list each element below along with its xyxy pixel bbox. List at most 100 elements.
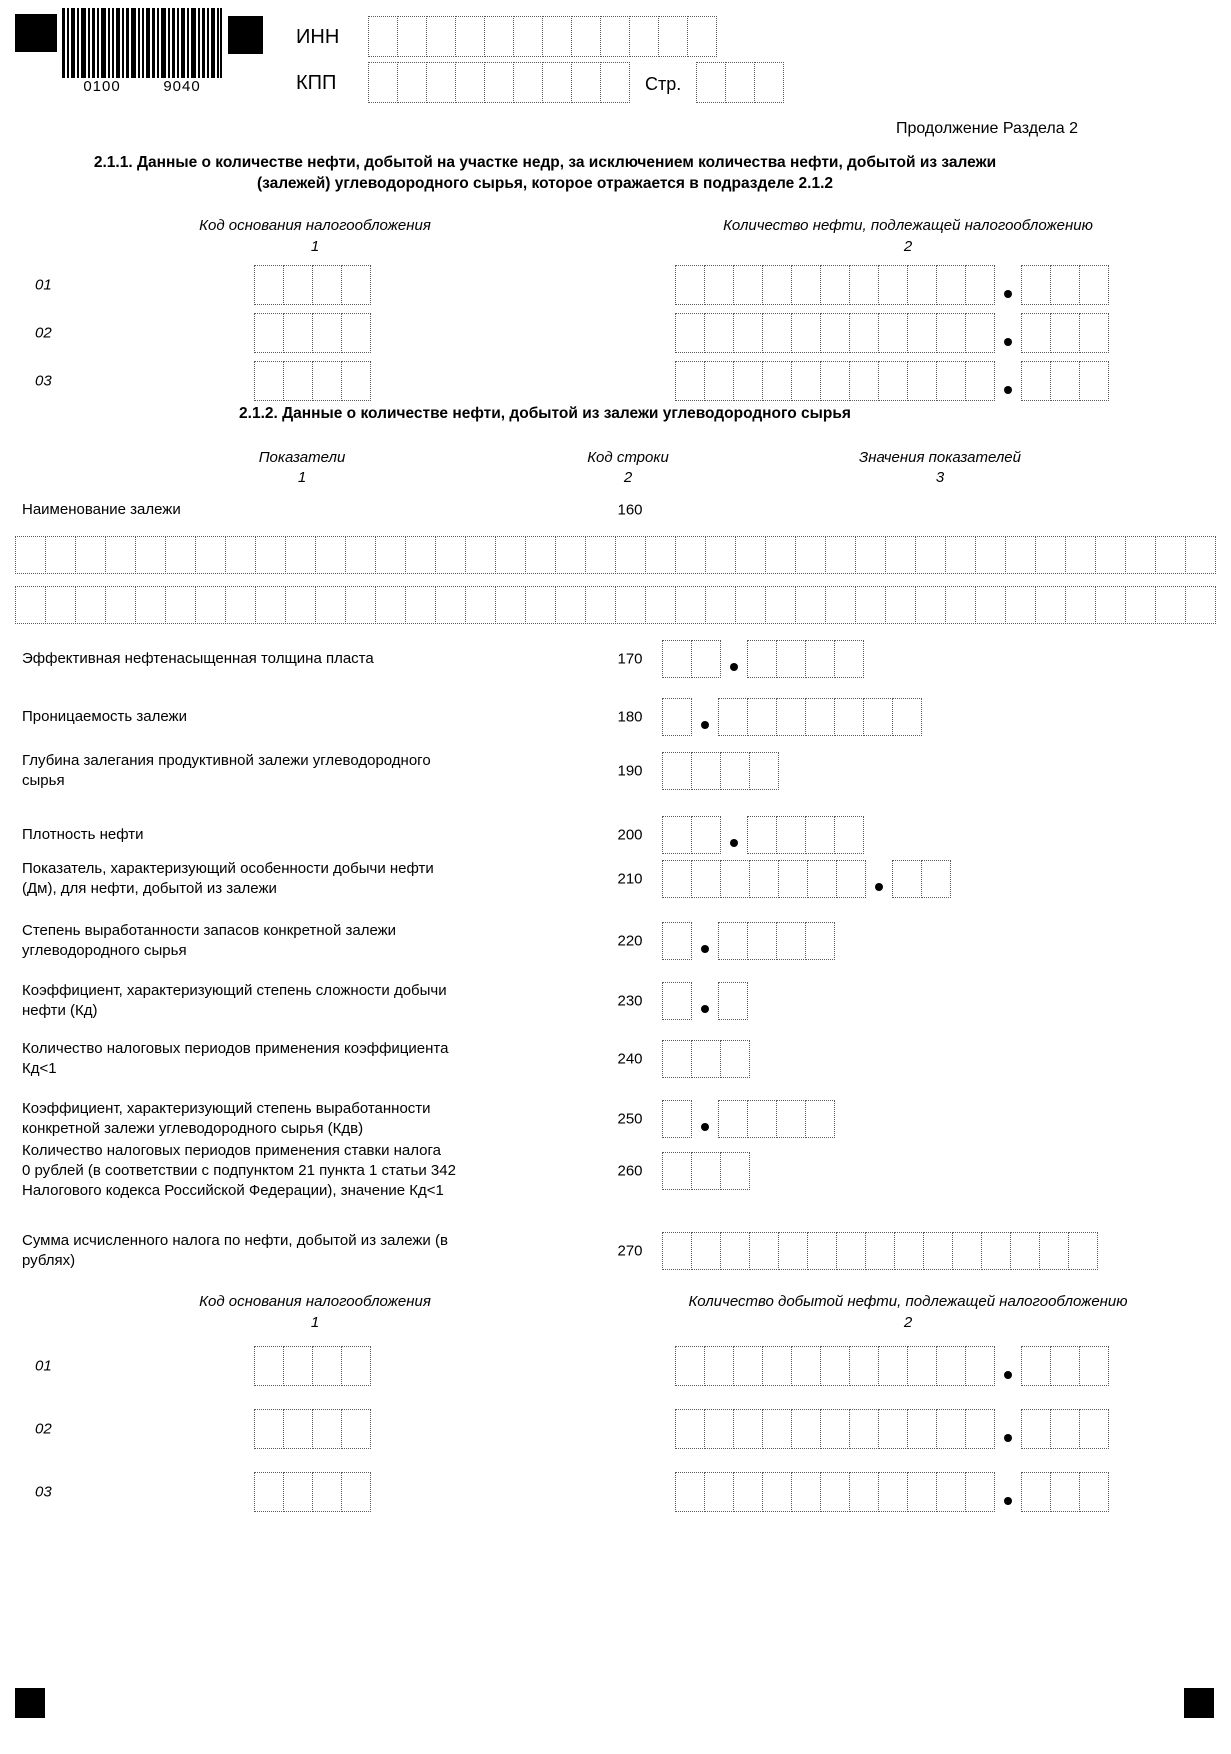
character-cell[interactable] (312, 361, 342, 401)
character-cell[interactable] (807, 1232, 837, 1270)
character-cell[interactable] (1035, 536, 1066, 574)
oil-density-field[interactable] (662, 816, 864, 854)
character-cell[interactable] (718, 1100, 748, 1138)
character-cell[interactable] (312, 1346, 342, 1386)
character-cell[interactable] (1155, 536, 1186, 574)
character-cell[interactable] (465, 536, 496, 574)
character-cell[interactable] (571, 62, 601, 103)
character-cell[interactable] (1065, 536, 1096, 574)
character-cell[interactable] (907, 265, 937, 305)
character-cell[interactable] (805, 1100, 835, 1138)
character-cell[interactable] (849, 361, 879, 401)
character-cell[interactable] (662, 922, 692, 960)
character-cell[interactable] (254, 1472, 284, 1512)
character-cell[interactable] (747, 922, 777, 960)
character-cell[interactable] (704, 1472, 734, 1512)
character-cell[interactable] (907, 1346, 937, 1386)
character-cell[interactable] (691, 1040, 721, 1078)
character-cell[interactable] (725, 62, 755, 103)
character-cell[interactable] (45, 586, 76, 624)
character-cell[interactable] (405, 586, 436, 624)
character-cell[interactable] (735, 586, 766, 624)
kdv-coefficient-field[interactable] (662, 1100, 835, 1138)
dm-indicator-field[interactable] (662, 860, 951, 898)
character-cell[interactable] (915, 586, 946, 624)
character-cell[interactable] (975, 586, 1006, 624)
character-cell[interactable] (907, 1472, 937, 1512)
character-cell[interactable] (1050, 313, 1080, 353)
character-cell[interactable] (878, 361, 908, 401)
character-cell[interactable] (397, 16, 427, 57)
character-cell[interactable] (921, 860, 951, 898)
character-cell[interactable] (878, 1346, 908, 1386)
character-cell[interactable] (936, 1346, 966, 1386)
character-cell[interactable] (907, 313, 937, 353)
character-cell[interactable] (662, 640, 692, 678)
character-cell[interactable] (345, 536, 376, 574)
character-cell[interactable] (1095, 536, 1126, 574)
tax-basis-code-field[interactable] (254, 1472, 371, 1512)
character-cell[interactable] (885, 536, 916, 574)
character-cell[interactable] (405, 536, 436, 574)
character-cell[interactable] (820, 313, 850, 353)
character-cell[interactable] (965, 265, 995, 305)
character-cell[interactable] (1068, 1232, 1098, 1270)
character-cell[interactable] (345, 586, 376, 624)
character-cell[interactable] (1065, 586, 1096, 624)
character-cell[interactable] (704, 313, 734, 353)
character-cell[interactable] (254, 361, 284, 401)
character-cell[interactable] (341, 1472, 371, 1512)
character-cell[interactable] (747, 816, 777, 854)
character-cell[interactable] (849, 1472, 879, 1512)
character-cell[interactable] (662, 816, 692, 854)
character-cell[interactable] (762, 1409, 792, 1449)
kd-coefficient-field[interactable] (662, 982, 748, 1020)
character-cell[interactable] (525, 536, 556, 574)
kpp-field[interactable] (368, 62, 630, 103)
character-cell[interactable] (981, 1232, 1011, 1270)
character-cell[interactable] (691, 860, 721, 898)
character-cell[interactable] (662, 1100, 692, 1138)
character-cell[interactable] (776, 922, 806, 960)
character-cell[interactable] (312, 1472, 342, 1512)
character-cell[interactable] (691, 816, 721, 854)
character-cell[interactable] (936, 1409, 966, 1449)
character-cell[interactable] (315, 536, 346, 574)
character-cell[interactable] (615, 536, 646, 574)
character-cell[interactable] (675, 313, 705, 353)
character-cell[interactable] (465, 586, 496, 624)
character-cell[interactable] (368, 16, 398, 57)
character-cell[interactable] (341, 1346, 371, 1386)
character-cell[interactable] (254, 1409, 284, 1449)
character-cell[interactable] (836, 860, 866, 898)
character-cell[interactable] (720, 1040, 750, 1078)
character-cell[interactable] (936, 313, 966, 353)
character-cell[interactable] (965, 313, 995, 353)
deposit-name-field-row-1[interactable] (15, 536, 1216, 574)
extracted-oil-quantity-field[interactable] (675, 1346, 1109, 1386)
character-cell[interactable] (1050, 1472, 1080, 1512)
character-cell[interactable] (825, 586, 856, 624)
character-cell[interactable] (878, 1409, 908, 1449)
character-cell[interactable] (542, 16, 572, 57)
character-cell[interactable] (705, 586, 736, 624)
character-cell[interactable] (1021, 265, 1051, 305)
tax-basis-code-field[interactable] (254, 1409, 371, 1449)
character-cell[interactable] (195, 536, 226, 574)
character-cell[interactable] (1125, 536, 1156, 574)
character-cell[interactable] (704, 361, 734, 401)
character-cell[interactable] (75, 536, 106, 574)
character-cell[interactable] (525, 586, 556, 624)
character-cell[interactable] (675, 1346, 705, 1386)
character-cell[interactable] (795, 586, 826, 624)
character-cell[interactable] (1010, 1232, 1040, 1270)
character-cell[interactable] (375, 586, 406, 624)
character-cell[interactable] (749, 752, 779, 790)
character-cell[interactable] (283, 1346, 313, 1386)
character-cell[interactable] (834, 640, 864, 678)
character-cell[interactable] (571, 16, 601, 57)
character-cell[interactable] (1079, 265, 1109, 305)
character-cell[interactable] (687, 16, 717, 57)
character-cell[interactable] (776, 1100, 806, 1138)
character-cell[interactable] (762, 1346, 792, 1386)
